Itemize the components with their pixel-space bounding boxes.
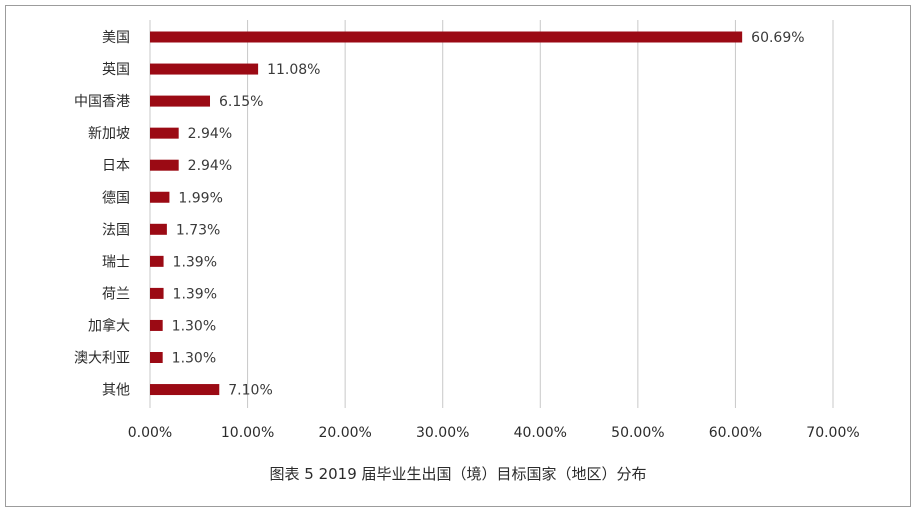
bar bbox=[150, 191, 170, 203]
x-tick-label: 70.00% bbox=[806, 425, 859, 441]
data-label: 1.30% bbox=[172, 318, 216, 334]
value-labels: 60.69% 11.08%6.15% 2.94% 2.94% 1.99% 1.73% 1.3… bbox=[172, 30, 805, 399]
data-label: 1.39% bbox=[173, 254, 217, 270]
data-label: 1.39% bbox=[173, 286, 217, 302]
x-tick-label: 30.00% bbox=[416, 425, 469, 441]
category-label: 英国 bbox=[102, 61, 130, 78]
data-label: 11.08% bbox=[267, 62, 320, 78]
category-label: 其他 bbox=[102, 383, 130, 399]
x-tick-label: 50.00% bbox=[611, 425, 664, 441]
category-label: 荷兰 bbox=[102, 286, 130, 302]
bar bbox=[150, 255, 164, 267]
bar bbox=[150, 31, 743, 43]
gridlines bbox=[149, 20, 834, 408]
data-label: 1.30% bbox=[172, 351, 216, 367]
bars bbox=[150, 31, 743, 396]
data-label: 1.73% bbox=[176, 222, 220, 238]
bar bbox=[150, 384, 220, 396]
data-label: 1.99% bbox=[178, 190, 222, 206]
x-tick-label: 10.00% bbox=[221, 425, 274, 441]
category-label: 法国 bbox=[102, 222, 130, 238]
x-tick-label: 20.00% bbox=[318, 425, 371, 441]
x-tick-labels: 0.00% 10.00% 20.00% 30.00% 40.00% 50.00% 60.00… bbox=[128, 425, 860, 441]
x-tick-label: 60.00% bbox=[709, 425, 762, 441]
bar bbox=[150, 159, 179, 171]
category-label: 瑞士 bbox=[102, 254, 130, 270]
bar bbox=[150, 287, 164, 299]
data-label: 2.94% bbox=[188, 158, 232, 174]
bar bbox=[150, 95, 211, 107]
category-label: 新加坡 bbox=[88, 126, 130, 142]
chart-title: 图表 5 2019 届毕业生出国（境）目标国家（地区）分布 bbox=[269, 465, 646, 483]
bar bbox=[150, 63, 259, 75]
bar bbox=[150, 319, 163, 331]
data-label: 60.69% bbox=[751, 30, 804, 46]
bar bbox=[150, 223, 167, 235]
category-label: 中国香港 bbox=[74, 94, 130, 110]
data-label: 2.94% bbox=[188, 126, 232, 142]
x-tick-label: 0.00% bbox=[128, 425, 172, 441]
category-label: 澳大利亚 bbox=[74, 351, 130, 367]
category-label: 加拿大 bbox=[88, 317, 130, 334]
data-label: 7.10% bbox=[228, 383, 272, 399]
x-tick-label: 40.00% bbox=[514, 425, 567, 441]
category-label: 德国 bbox=[102, 190, 130, 206]
bar bbox=[150, 352, 163, 363]
bar bbox=[150, 127, 179, 139]
category-label: 美国 bbox=[102, 30, 130, 46]
category-label: 日本 bbox=[102, 158, 130, 174]
data-label: 6.15% bbox=[219, 94, 263, 110]
